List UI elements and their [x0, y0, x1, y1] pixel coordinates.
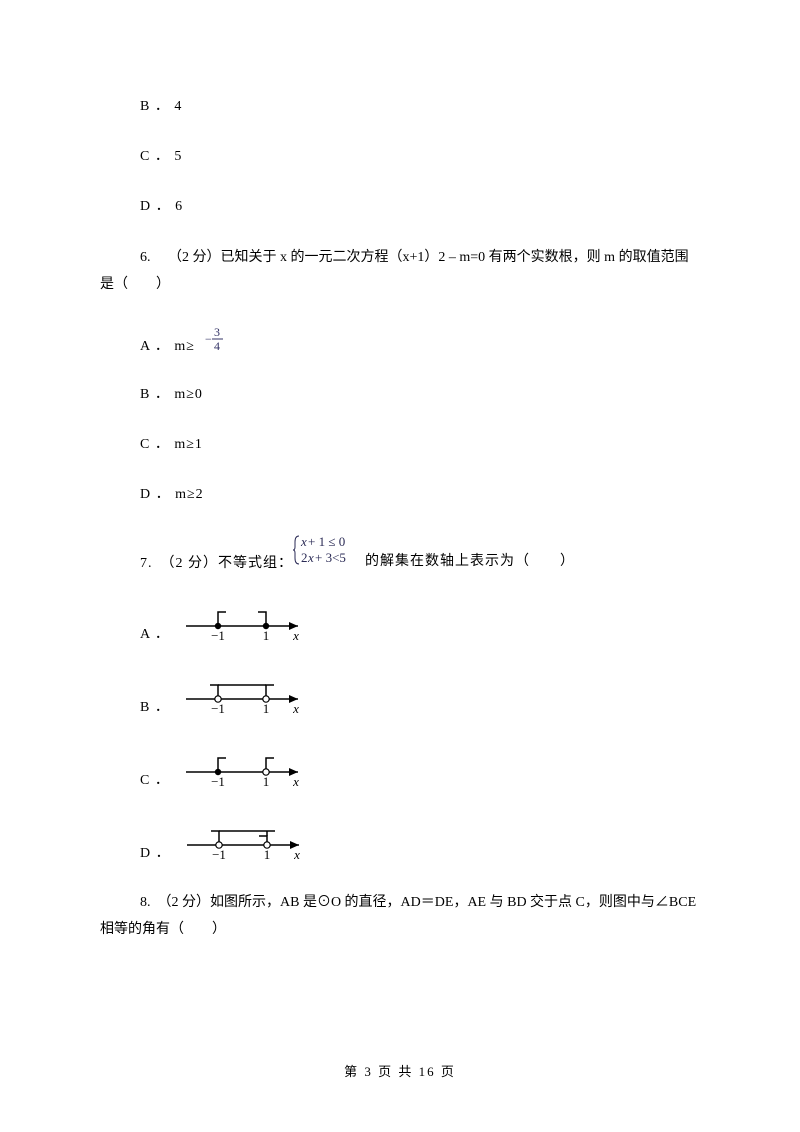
q7-option-b: B ． −11x — [100, 671, 700, 718]
svg-text:x: x — [292, 701, 299, 713]
brace-path — [293, 536, 299, 564]
q7-b-label: B ． — [140, 696, 170, 718]
q7-d-label: D ． — [140, 842, 171, 864]
svg-text:x: x — [292, 774, 299, 786]
q7-text: 7. （2 分）不等式组： x + 1 ≤ 0 2 x + 3<5 的解集在数轴… — [100, 533, 700, 572]
q7-post: 的解集在数轴上表示为（ ） — [365, 550, 575, 572]
q6-option-b: B ． m≥0 — [100, 383, 700, 403]
sys-l2: + 3<5 — [315, 550, 346, 565]
q7-option-a: A ． −1 1 x — [100, 598, 700, 645]
frac-sign: − — [205, 332, 212, 346]
numberline-b-icon: −11x — [178, 671, 308, 718]
numberline-c-icon: −11x — [178, 744, 308, 791]
q8-text: 8. （2 分）如图所示，AB 是⊙O 的直径，AD＝DE，AE 与 BD 交于… — [100, 890, 700, 943]
sys-2a: 2 — [301, 550, 308, 565]
numberline-d-icon: −11x — [179, 817, 309, 864]
prev-option-d: D ． 6 — [100, 195, 700, 215]
prev-option-c: C ． 5 — [100, 145, 700, 165]
q7-option-d: D ． −11x — [100, 817, 700, 864]
prev-option-b: B ． 4 — [100, 95, 700, 115]
q7-c-label: C ． — [140, 769, 170, 791]
q7-a-label: A ． — [140, 623, 170, 645]
q7-option-c: C ． −11x — [100, 744, 700, 791]
fraction-icon: − 3 4 — [205, 326, 227, 357]
q6-text: 6. （2 分）已知关于 x 的一元二次方程（x+1）2 – m=0 有两个实数… — [100, 245, 700, 298]
svg-text:−1: −1 — [211, 628, 225, 640]
q7-pre: 7. （2 分）不等式组： — [140, 552, 293, 572]
sys-x2: x — [307, 550, 314, 565]
svg-text:1: 1 — [263, 628, 270, 640]
frac-den: 4 — [214, 339, 220, 352]
system-brace-icon: x + 1 ≤ 0 2 x + 3<5 — [293, 533, 365, 572]
svg-text:x: x — [292, 628, 299, 640]
svg-text:−1: −1 — [211, 774, 225, 786]
frac-num: 3 — [214, 326, 220, 339]
q6-a-pre: A ． m≥ — [140, 335, 195, 357]
svg-text:x: x — [293, 847, 300, 859]
q6-option-a: A ． m≥ − 3 4 — [100, 326, 700, 357]
sys-l1: + 1 ≤ 0 — [308, 534, 345, 549]
numberline-a-icon: −1 1 x — [178, 598, 308, 645]
sys-x1: x — [300, 534, 307, 549]
q6-option-c: C ． m≥1 — [100, 433, 700, 453]
q6-option-d: D ． m≥2 — [100, 483, 700, 503]
page-footer: 第 3 页 共 16 页 — [0, 1061, 800, 1080]
